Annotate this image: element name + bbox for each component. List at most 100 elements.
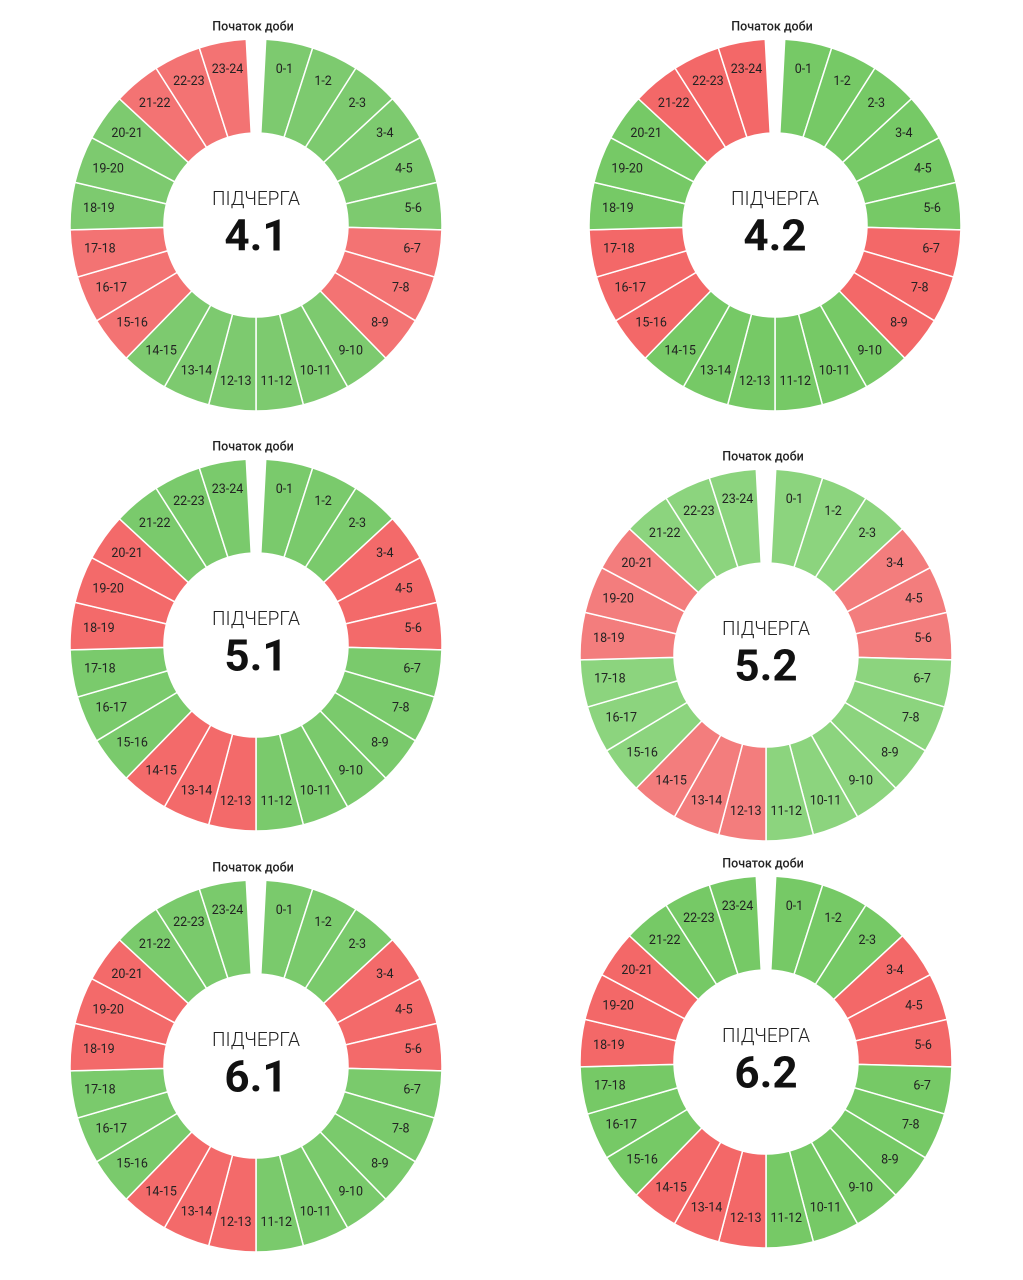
caption: Початок доби: [212, 439, 293, 454]
hour-label: 5-6: [914, 1038, 932, 1053]
hour-segment: [198, 38, 252, 139]
hour-label: 12-13: [730, 804, 762, 819]
queue-number: 4.1: [224, 210, 287, 262]
hour-label: 17-18: [84, 1083, 116, 1098]
hour-label: 21-22: [649, 933, 681, 948]
queue-label: ПІДЧЕРГА: [731, 187, 819, 210]
hour-label: 7-8: [392, 1122, 410, 1137]
hour-label: 5-6: [914, 631, 932, 646]
hour-label: 16-17: [605, 1118, 637, 1133]
hour-label: 20-21: [630, 126, 662, 141]
hour-label: 22-23: [173, 494, 205, 509]
hour-label: 19-20: [602, 592, 634, 607]
hour-label: 8-9: [371, 315, 389, 330]
hour-label: 0-1: [276, 903, 294, 918]
hour-label: 4-5: [395, 1003, 413, 1018]
panel: 0-1 1-2 2-3 3-4 4-5 5-6 6-7 7-8 8-9 9-10 10-11 11-1…: [69, 860, 443, 1253]
hour-label: 20-21: [111, 126, 143, 141]
hour-label: 14-15: [664, 344, 696, 359]
queue-label: ПІДЧЕРГА: [722, 617, 810, 640]
hour-label: 6-7: [913, 672, 931, 687]
hour-label: 4-5: [914, 162, 932, 177]
queue-label: ПІДЧЕРГА: [212, 607, 300, 630]
hour-label: 10-11: [300, 784, 332, 799]
hour-label: 7-8: [902, 1118, 920, 1133]
queue-label: ПІДЧЕРГА: [212, 187, 300, 210]
hour-label: 18-19: [83, 1042, 115, 1057]
caption: Початок доби: [212, 19, 293, 34]
hour-label: 0-1: [786, 492, 804, 507]
hour-label: 9-10: [858, 344, 883, 359]
hour-label: 12-13: [220, 1215, 252, 1230]
hour-label: 13-14: [691, 1201, 723, 1216]
hour-label: 3-4: [376, 126, 394, 141]
hour-label: 12-13: [739, 374, 771, 389]
hour-label: 8-9: [371, 735, 389, 750]
hour-label: 20-21: [621, 556, 653, 571]
hour-label: 18-19: [602, 201, 634, 216]
hour-label: 23-24: [212, 62, 244, 77]
hour-label: 23-24: [731, 62, 763, 77]
hour-label: 7-8: [911, 281, 929, 296]
hour-label: 11-12: [261, 374, 293, 389]
hour-label: 2-3: [349, 96, 367, 111]
hour-label: 16-17: [95, 281, 127, 296]
hour-label: 9-10: [339, 1185, 364, 1200]
hour-label: 16-17: [614, 281, 646, 296]
hour-label: 21-22: [139, 937, 171, 952]
hour-label: 21-22: [139, 516, 171, 531]
hour-label: 14-15: [145, 344, 177, 359]
hour-label: 18-19: [593, 1038, 625, 1053]
hour-label: 5-6: [923, 201, 941, 216]
hour-label: 6-7: [922, 242, 940, 257]
hour-label: 11-12: [261, 1215, 293, 1230]
hour-label: 6-7: [913, 1079, 931, 1094]
hour-label: 11-12: [261, 794, 293, 809]
hour-label: 11-12: [771, 1211, 803, 1226]
hour-label: 8-9: [881, 745, 899, 760]
hour-label: 1-2: [314, 74, 332, 89]
hour-label: 17-18: [594, 1079, 626, 1094]
hour-label: 4-5: [395, 162, 413, 177]
hour-label: 23-24: [722, 899, 754, 914]
hour-label: 0-1: [276, 62, 294, 77]
hour-label: 20-21: [111, 967, 143, 982]
hour-label: 17-18: [84, 662, 116, 677]
hour-label: 17-18: [84, 242, 116, 257]
hour-label: 5-6: [404, 1042, 422, 1057]
panel: 0-1 1-2 2-3 3-4 4-5 5-6 6-7 7-8 8-9 9-10 10-11 11-1…: [579, 856, 953, 1249]
hour-segment: [708, 875, 762, 976]
hour-label: 8-9: [890, 315, 908, 330]
hour-label: 4-5: [905, 592, 923, 607]
hour-label: 21-22: [649, 526, 681, 541]
hour-label: 14-15: [655, 1181, 687, 1196]
hour-label: 21-22: [139, 96, 171, 111]
hour-label: 10-11: [810, 1201, 842, 1216]
hour-segment: [198, 879, 252, 980]
hour-label: 13-14: [181, 1205, 213, 1220]
hour-label: 15-16: [626, 745, 658, 760]
hour-label: 0-1: [786, 899, 804, 914]
hour-label: 21-22: [658, 96, 690, 111]
queue-number: 4.2: [743, 210, 806, 262]
hour-label: 9-10: [849, 1181, 874, 1196]
queue-number: 6.2: [734, 1047, 797, 1099]
hour-label: 16-17: [95, 701, 127, 716]
panel: 0-1 1-2 2-3 3-4 4-5 5-6 6-7 7-8 8-9 9-10 10-11 11-1…: [579, 449, 953, 842]
hour-label: 0-1: [795, 62, 813, 77]
queue-label: ПІДЧЕРГА: [722, 1024, 810, 1047]
hour-label: 7-8: [902, 711, 920, 726]
hour-label: 1-2: [833, 74, 851, 89]
hour-label: 4-5: [395, 582, 413, 597]
hour-label: 5-6: [404, 201, 422, 216]
hour-label: 5-6: [404, 621, 422, 636]
hour-label: 14-15: [655, 774, 687, 789]
hour-label: 4-5: [905, 999, 923, 1014]
hour-label: 8-9: [881, 1152, 899, 1167]
hour-label: 14-15: [145, 764, 177, 779]
queue-label: ПІДЧЕРГА: [212, 1028, 300, 1051]
hour-label: 23-24: [212, 903, 244, 918]
hour-label: 10-11: [300, 1205, 332, 1220]
hour-label: 1-2: [314, 494, 332, 509]
